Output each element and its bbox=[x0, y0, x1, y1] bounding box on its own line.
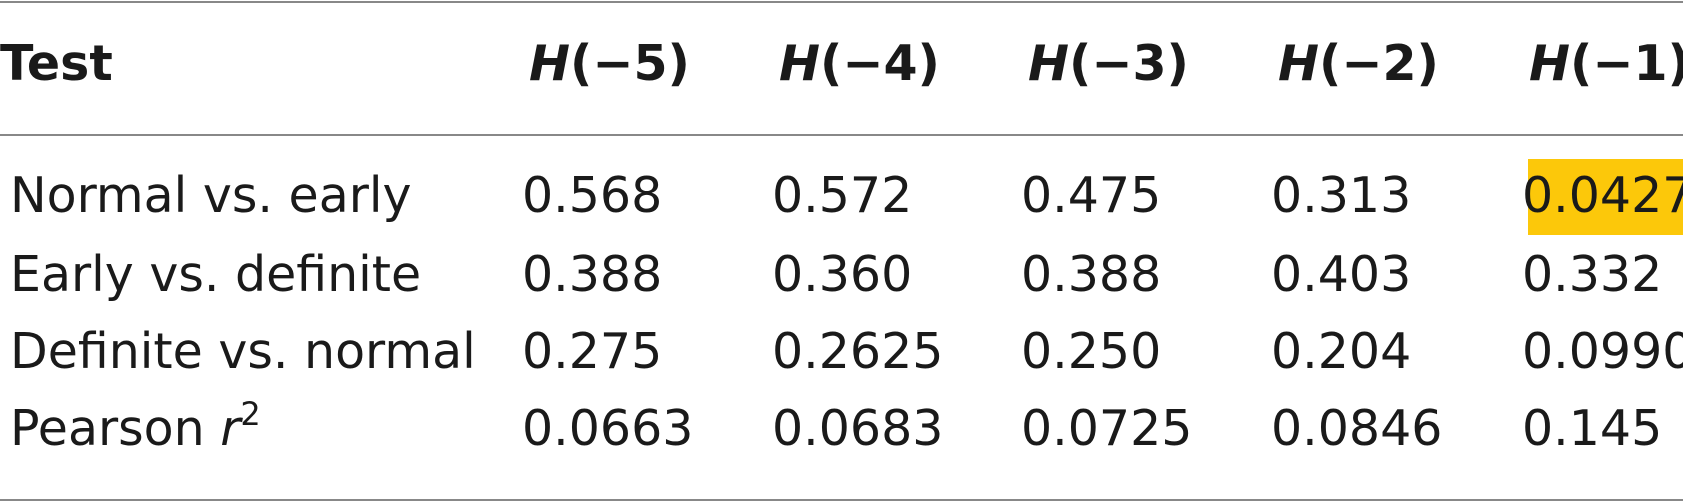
value-cell: 0.204 bbox=[1271, 323, 1412, 380]
value-cell: 0.2625 bbox=[772, 323, 944, 380]
header-symbol: H bbox=[1529, 35, 1571, 92]
header-arg: (−2) bbox=[1319, 35, 1439, 92]
value-cell: 0.275 bbox=[522, 323, 663, 380]
header-cell: H(−5) bbox=[529, 26, 690, 102]
value-cell: 0.388 bbox=[522, 246, 663, 303]
header-cell: H(−3) bbox=[1028, 26, 1189, 102]
row-label: Pearson r2 bbox=[10, 391, 261, 467]
header-arg: (−4) bbox=[820, 35, 940, 92]
header-arg: (−5) bbox=[570, 35, 690, 92]
value-cell: 0.572 bbox=[772, 167, 913, 224]
header-rule bbox=[0, 134, 1683, 136]
value-cell: 0.403 bbox=[1271, 246, 1412, 303]
label-text: Definite vs. normal bbox=[10, 323, 476, 380]
value-cell: 0.0427 bbox=[1522, 167, 1683, 224]
header-arg: (−1) bbox=[1570, 35, 1683, 92]
label-var: r bbox=[220, 400, 241, 457]
value-cell: 0.313 bbox=[1271, 167, 1412, 224]
row-label: Normal vs. early bbox=[10, 158, 411, 234]
value-cell: 0.145 bbox=[1522, 400, 1663, 457]
value-cell: 0.332 bbox=[1522, 246, 1663, 303]
header-arg: (−3) bbox=[1069, 35, 1189, 92]
bottom-rule bbox=[0, 499, 1683, 501]
value-cell: 0.388 bbox=[1021, 246, 1162, 303]
label-text: Pearson bbox=[10, 400, 205, 457]
label-text: Early vs. definite bbox=[10, 246, 422, 303]
value-cell: 0.0683 bbox=[772, 400, 944, 457]
value-cell: 0.475 bbox=[1021, 167, 1162, 224]
header-cell: H(−4) bbox=[779, 26, 940, 102]
cell-highlight bbox=[1528, 159, 1683, 235]
label-text: Normal vs. early bbox=[10, 167, 412, 224]
value-cell: 0.360 bbox=[772, 246, 913, 303]
value-cell: 0.0725 bbox=[1021, 400, 1193, 457]
header-cell: H(−2) bbox=[1278, 26, 1439, 102]
value-cell: 0.250 bbox=[1021, 323, 1162, 380]
header-symbol: H bbox=[529, 35, 571, 92]
value-cell: 0.0663 bbox=[522, 400, 694, 457]
header-symbol: H bbox=[1028, 35, 1070, 92]
row-label: Definite vs. normal bbox=[10, 314, 476, 390]
value-cell: 0.0846 bbox=[1271, 400, 1443, 457]
value-cell: 0.0990 bbox=[1522, 323, 1683, 380]
value-cell: 0.568 bbox=[522, 167, 663, 224]
header-symbol: H bbox=[1278, 35, 1320, 92]
row-label: Early vs. definite bbox=[10, 237, 421, 313]
label-sup: 2 bbox=[240, 395, 261, 433]
top-rule bbox=[0, 1, 1683, 3]
header-symbol: H bbox=[779, 35, 821, 92]
header-cell: H(−1) bbox=[1529, 26, 1683, 102]
header-text: Test bbox=[0, 35, 113, 92]
header-cell: Test bbox=[0, 26, 113, 102]
